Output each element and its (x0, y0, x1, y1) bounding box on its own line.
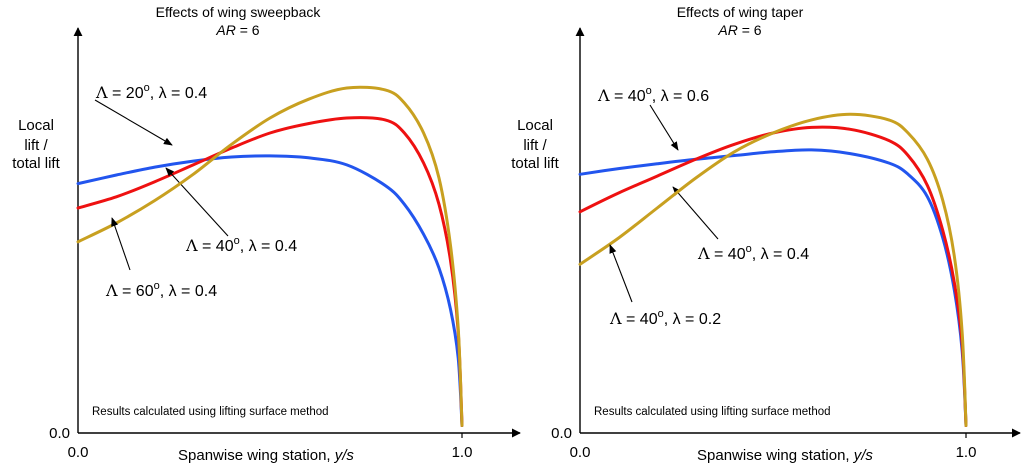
label-taper-text: , λ = 0.4 (752, 246, 809, 263)
y-axis-label-line: total lift (12, 155, 60, 172)
series-leader-arrow-1 (94, 99, 173, 146)
x-axis-label-text: Spanwise wing station, (178, 447, 335, 464)
label-degree-sup: o (154, 280, 160, 292)
x-axis-label: Spanwise wing station, y/s (178, 447, 354, 464)
label-taper-text: , λ = 0.4 (150, 85, 207, 102)
y-axis-label-line: lift / (24, 137, 48, 154)
label-sweep-value: = 40 (710, 246, 746, 263)
series-line-2 (578, 125, 968, 427)
x-axis-label-var: y/s (334, 447, 355, 464)
y-axis-label-line: Local (517, 117, 553, 134)
chart-panel-2: Effects of wing taper AR = 6 Local lift /to… (511, 4, 1021, 464)
subtitle-value: = 6 (738, 22, 762, 38)
label-sweep-value: = 40 (622, 311, 658, 328)
series-line-3 (578, 112, 968, 427)
label-sweep-value: = 20 (108, 85, 144, 102)
series-line-1 (76, 154, 464, 427)
label-sweep-value: = 60 (118, 283, 154, 300)
series-label-1: Λ = 40o, λ = 0.6 (597, 85, 709, 105)
chart-subtitle: AR = 6 (717, 22, 761, 38)
label-degree-sup: o (234, 235, 240, 247)
x-tick-label: 1.0 (452, 444, 473, 461)
label-sweep-symbol: Λ (185, 236, 198, 255)
series-leader-arrow-1 (649, 104, 679, 151)
y-axis-label-line: total lift (511, 155, 559, 172)
label-sweep-value: = 40 (198, 238, 234, 255)
series-label-2: Λ = 40o, λ = 0.4 (697, 243, 809, 263)
series-label-1: Λ = 20o, λ = 0.4 (95, 82, 207, 102)
label-sweep-symbol: Λ (95, 83, 108, 102)
label-degree-sup: o (746, 243, 752, 255)
subtitle-value: = 6 (236, 22, 260, 38)
chart-panel-1: Effects of wing sweepback AR = 6 Local lift… (12, 4, 521, 464)
x-axis-label-text: Spanwise wing station, (697, 447, 854, 464)
chart-subtitle: AR = 6 (215, 22, 259, 38)
x-axis-label-var: y/s (853, 447, 874, 464)
series-line-2 (76, 116, 464, 427)
series-label-2: Λ = 40o, λ = 0.4 (185, 235, 297, 255)
label-sweep-symbol: Λ (597, 86, 610, 105)
y-axis-label-line: lift / (523, 137, 547, 154)
subtitle-var: AR (717, 22, 737, 38)
label-sweep-symbol: Λ (105, 281, 118, 300)
label-taper-text: , λ = 0.6 (652, 88, 709, 105)
y-axis-label-line: Local (18, 117, 54, 134)
series-leader-arrow-3 (111, 217, 131, 271)
label-taper-text: , λ = 0.2 (664, 311, 721, 328)
series-label-3: Λ = 60o, λ = 0.4 (105, 280, 217, 300)
label-degree-sup: o (646, 85, 652, 97)
chart-title: Effects of wing taper (677, 4, 804, 20)
x-axis-label: Spanwise wing station, y/s (697, 447, 873, 464)
label-degree-sup: o (658, 308, 664, 320)
x-tick-label: 1.0 (956, 444, 977, 461)
label-sweep-symbol: Λ (697, 244, 710, 263)
series-line-1 (578, 148, 968, 427)
chart-title: Effects of wing sweepback (156, 4, 322, 20)
series-leader-arrow-2 (672, 186, 719, 240)
x-tick-label: 0.0 (570, 444, 591, 461)
x-tick-label: 0.0 (68, 444, 89, 461)
y-tick-label: 0.0 (49, 425, 70, 442)
y-tick-label: 0.0 (551, 425, 572, 442)
label-sweep-symbol: Λ (609, 309, 622, 328)
series-line-3 (76, 85, 464, 427)
label-degree-sup: o (144, 82, 150, 94)
method-note: Results calculated using lifting surface… (594, 406, 831, 418)
series-leader-arrow-3 (609, 244, 633, 303)
label-taper-text: , λ = 0.4 (160, 283, 217, 300)
series-label-3: Λ = 40o, λ = 0.2 (609, 308, 721, 328)
method-note: Results calculated using lifting surface… (92, 406, 329, 418)
label-sweep-value: = 40 (610, 88, 646, 105)
label-taper-text: , λ = 0.4 (240, 238, 297, 255)
series-leader-arrow-2 (165, 167, 229, 237)
subtitle-var: AR (215, 22, 235, 38)
